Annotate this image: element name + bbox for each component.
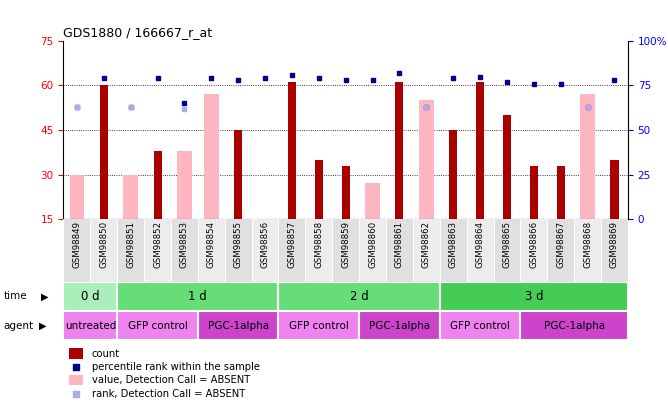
Bar <box>117 311 198 340</box>
Bar <box>198 311 279 340</box>
Bar <box>177 151 192 219</box>
Text: GSM98849: GSM98849 <box>72 221 81 268</box>
Bar <box>611 160 619 219</box>
Text: GSM98860: GSM98860 <box>368 221 377 268</box>
Bar <box>386 219 413 282</box>
Bar <box>419 100 434 219</box>
Text: GSM98851: GSM98851 <box>126 221 135 268</box>
Bar <box>154 151 162 219</box>
Bar <box>601 219 628 282</box>
Text: GSM98863: GSM98863 <box>449 221 458 268</box>
Text: GSM98856: GSM98856 <box>261 221 270 268</box>
Text: GSM98850: GSM98850 <box>100 221 108 268</box>
Text: GSM98862: GSM98862 <box>422 221 431 268</box>
Text: PGC-1alpha: PGC-1alpha <box>369 321 430 330</box>
Bar <box>69 348 84 359</box>
Bar <box>100 85 108 219</box>
Bar <box>315 160 323 219</box>
Bar <box>359 311 440 340</box>
Text: GFP control: GFP control <box>128 321 188 330</box>
Bar <box>69 175 84 219</box>
Bar <box>144 219 171 282</box>
Bar <box>124 175 138 219</box>
Bar <box>63 219 90 282</box>
Text: 1 d: 1 d <box>188 290 207 303</box>
Bar <box>467 219 494 282</box>
Text: GFP control: GFP control <box>289 321 349 330</box>
Bar <box>395 83 403 219</box>
Bar <box>332 219 359 282</box>
Bar <box>440 311 520 340</box>
Bar <box>503 115 511 219</box>
Bar <box>63 311 117 340</box>
Bar <box>359 219 386 282</box>
Text: GSM98869: GSM98869 <box>610 221 619 268</box>
Text: GSM98857: GSM98857 <box>287 221 297 268</box>
Text: percentile rank within the sample: percentile rank within the sample <box>92 362 260 372</box>
Bar <box>413 219 440 282</box>
Bar <box>204 94 218 219</box>
Bar <box>90 219 117 282</box>
Text: agent: agent <box>3 321 33 330</box>
Bar <box>305 219 332 282</box>
Text: GSM98858: GSM98858 <box>315 221 323 268</box>
Text: count: count <box>92 349 120 359</box>
Text: GSM98854: GSM98854 <box>207 221 216 268</box>
Text: GSM98868: GSM98868 <box>583 221 592 268</box>
Bar <box>279 282 440 311</box>
Text: GSM98864: GSM98864 <box>476 221 484 268</box>
Bar <box>234 130 242 219</box>
Text: GSM98852: GSM98852 <box>153 221 162 268</box>
Text: GSM98853: GSM98853 <box>180 221 189 268</box>
Bar <box>440 219 467 282</box>
Bar <box>198 219 224 282</box>
Bar <box>530 166 538 219</box>
Bar <box>476 83 484 219</box>
Bar <box>449 130 457 219</box>
Bar <box>288 83 296 219</box>
Bar <box>117 219 144 282</box>
Bar <box>547 219 574 282</box>
Text: PGC-1alpha: PGC-1alpha <box>544 321 605 330</box>
Bar <box>365 183 380 219</box>
Bar <box>556 166 564 219</box>
Text: GSM98861: GSM98861 <box>395 221 404 268</box>
Bar <box>117 282 279 311</box>
Bar <box>279 311 359 340</box>
Bar <box>224 219 252 282</box>
Text: GSM98867: GSM98867 <box>556 221 565 268</box>
Bar <box>252 219 279 282</box>
Text: GDS1880 / 166667_r_at: GDS1880 / 166667_r_at <box>63 26 212 39</box>
Text: 2 d: 2 d <box>350 290 369 303</box>
Text: rank, Detection Call = ABSENT: rank, Detection Call = ABSENT <box>92 389 245 399</box>
Text: value, Detection Call = ABSENT: value, Detection Call = ABSENT <box>92 375 250 386</box>
Text: GSM98855: GSM98855 <box>234 221 242 268</box>
Bar <box>279 219 305 282</box>
Text: GSM98866: GSM98866 <box>529 221 538 268</box>
Text: 0 d: 0 d <box>81 290 100 303</box>
Bar <box>520 311 628 340</box>
Bar <box>63 282 117 311</box>
Bar <box>171 219 198 282</box>
Text: GFP control: GFP control <box>450 321 510 330</box>
Bar <box>520 219 547 282</box>
Bar <box>69 375 84 385</box>
Text: ▶: ▶ <box>39 321 47 330</box>
Bar <box>580 94 595 219</box>
Bar <box>440 282 628 311</box>
Text: PGC-1alpha: PGC-1alpha <box>208 321 269 330</box>
Text: 3 d: 3 d <box>524 290 543 303</box>
Text: GSM98865: GSM98865 <box>502 221 512 268</box>
Text: GSM98859: GSM98859 <box>341 221 350 268</box>
Bar <box>494 219 520 282</box>
Bar <box>574 219 601 282</box>
Text: untreated: untreated <box>65 321 116 330</box>
Text: ▶: ▶ <box>41 292 49 301</box>
Bar <box>341 166 350 219</box>
Text: time: time <box>3 292 27 301</box>
